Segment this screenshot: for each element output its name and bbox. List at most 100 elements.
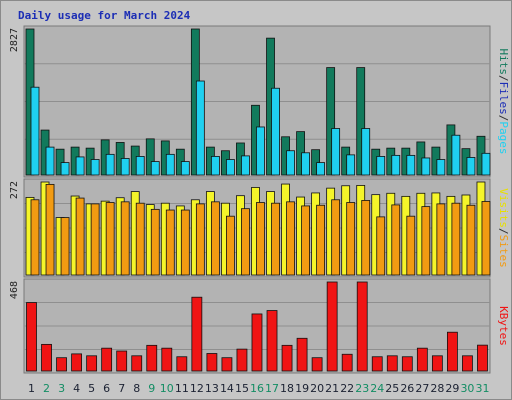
bar-sites-day-4 [75,197,85,276]
day-label-26: 26 [400,382,414,395]
bar-pages-day-13 [210,156,220,176]
day-label-14: 14 [220,382,234,395]
day-label-12: 12 [190,382,204,395]
bar-sites-day-24 [376,216,386,276]
panel-hits_pages-max-label: 2827 [9,28,20,52]
bar-sites-day-7 [120,201,130,276]
bar-pages-day-23 [361,128,371,176]
bar-hits-day-3 [55,148,65,176]
day-label-17: 17 [265,382,279,395]
panel-hits_pages-series-label-part-5: Pages [497,121,510,154]
bar-pages-day-11 [180,161,190,176]
panel-hits_pages-series-label: Hits/Files/Pages [497,49,510,155]
bar-pages-day-15 [241,155,250,176]
panel-hits_pages-series-label-part-3: Files [497,82,510,115]
bar-pages-day-10 [165,153,175,176]
bar-kbytes-day-28 [431,355,443,372]
bar-sites-day-3 [60,217,70,276]
bar-pages-day-20 [316,162,326,176]
bar-pages-day-17 [271,87,280,176]
day-label-20: 20 [310,382,324,395]
panel-visits_sites-series-label: Visits/Sites [497,188,510,268]
bar-pages-day-2 [45,146,55,176]
day-label-1: 1 [28,382,35,395]
bar-kbytes-day-12 [191,296,203,372]
bar-kbytes-day-25 [386,355,398,372]
day-label-10: 10 [160,382,174,395]
bar-sites-day-6 [105,202,115,276]
bar-kbytes-day-26 [401,356,413,372]
bar-sites-day-26 [406,215,416,276]
bar-sites-day-10 [165,209,175,276]
day-label-29: 29 [445,382,459,395]
bar-pages-day-22 [346,154,356,176]
day-label-21: 21 [325,382,339,395]
day-label-31: 31 [475,382,489,395]
bar-sites-day-31 [481,201,491,276]
bar-pages-day-12 [195,80,205,176]
day-label-27: 27 [415,382,429,395]
bars-layer [25,28,491,372]
panel-kbytes-series-label-part-1: KBytes [497,306,510,346]
bar-sites-day-11 [180,209,190,276]
bar-pages-day-19 [301,152,310,176]
day-label-9: 9 [148,382,155,395]
bar-sites-day-17 [271,202,280,276]
bar-sites-day-28 [436,203,446,276]
bar-pages-day-25 [391,154,401,176]
bar-kbytes-day-16 [251,313,263,372]
day-label-11: 11 [175,382,189,395]
bar-pages-day-28 [436,159,446,176]
day-label-28: 28 [430,382,444,395]
bar-pages-day-9 [150,161,160,176]
bar-kbytes-day-17 [266,310,278,372]
day-label-3: 3 [58,382,65,395]
bar-kbytes-day-30 [462,355,473,372]
bar-pages-day-30 [466,157,476,176]
bar-sites-day-2 [45,183,55,276]
bar-sites-day-1 [30,199,40,276]
bar-sites-day-13 [210,201,220,276]
bar-pages-day-16 [256,126,265,176]
bar-pages-day-7 [120,158,130,176]
bar-kbytes-day-7 [116,350,128,372]
day-label-13: 13 [205,382,219,395]
bar-kbytes-day-1 [26,302,37,372]
bar-kbytes-day-6 [101,347,113,372]
panel-visits_sites-max-label: 272 [9,181,20,199]
day-label-30: 30 [460,382,474,395]
bar-kbytes-day-22 [341,353,353,372]
bar-pages-day-1 [30,86,40,176]
panel-hits_pages-series-label-part-1: Hits [497,49,510,76]
bar-sites-day-12 [195,203,205,276]
day-label-22: 22 [340,382,354,395]
bar-pages-day-5 [90,159,100,176]
panel-visits_sites-series-label-part-1: Visits [497,188,510,228]
panel-hits_pages-series-label-part-2: / [497,75,510,82]
bar-pages-day-14 [226,159,235,176]
bar-hits-day-23 [356,67,366,176]
day-label-25: 25 [385,382,399,395]
panel-visits_sites-series-label-part-2: / [497,228,510,235]
bar-sites-day-5 [90,203,100,276]
bar-kbytes-day-24 [371,356,383,372]
bar-sites-day-29 [451,202,461,276]
day-label-15: 15 [235,382,249,395]
bar-pages-day-18 [286,150,295,176]
bar-pages-day-31 [481,152,491,176]
bar-kbytes-day-27 [416,347,428,372]
bar-pages-day-4 [75,156,85,176]
day-label-23: 23 [355,382,369,395]
day-label-7: 7 [118,382,125,395]
bar-kbytes-day-19 [296,337,308,372]
bar-kbytes-day-13 [206,353,218,372]
bar-sites-day-21 [331,199,341,276]
bar-kbytes-day-23 [356,281,368,372]
day-label-8: 8 [133,382,140,395]
bar-kbytes-day-20 [311,357,323,372]
bar-kbytes-day-29 [446,331,458,372]
bar-kbytes-day-21 [326,281,338,372]
bar-kbytes-day-11 [176,356,188,372]
day-label-24: 24 [370,382,384,395]
